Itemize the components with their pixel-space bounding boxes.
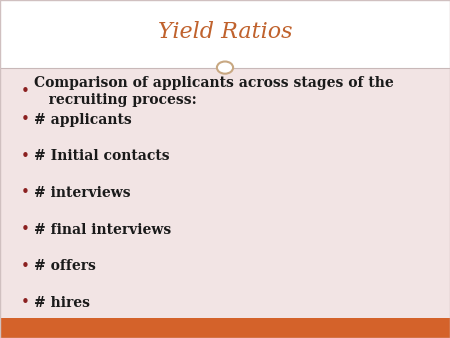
Text: # interviews: # interviews: [34, 186, 130, 200]
Text: # offers: # offers: [34, 259, 95, 273]
Text: # applicants: # applicants: [34, 113, 131, 127]
Text: •: •: [20, 259, 29, 273]
Circle shape: [217, 62, 233, 74]
Text: •: •: [20, 84, 29, 99]
Text: •: •: [20, 149, 29, 164]
Text: recruiting process:: recruiting process:: [34, 93, 197, 107]
Text: •: •: [20, 186, 29, 200]
Text: •: •: [20, 222, 29, 237]
FancyBboxPatch shape: [0, 68, 450, 318]
Text: Yield Ratios: Yield Ratios: [158, 21, 292, 44]
FancyBboxPatch shape: [0, 318, 450, 338]
FancyBboxPatch shape: [0, 0, 450, 68]
Text: # final interviews: # final interviews: [34, 222, 171, 237]
Text: Comparison of applicants across stages of the: Comparison of applicants across stages o…: [34, 76, 393, 90]
Text: # Initial contacts: # Initial contacts: [34, 149, 169, 164]
Text: •: •: [20, 295, 29, 310]
Text: •: •: [20, 113, 29, 127]
Text: # hires: # hires: [34, 295, 90, 310]
